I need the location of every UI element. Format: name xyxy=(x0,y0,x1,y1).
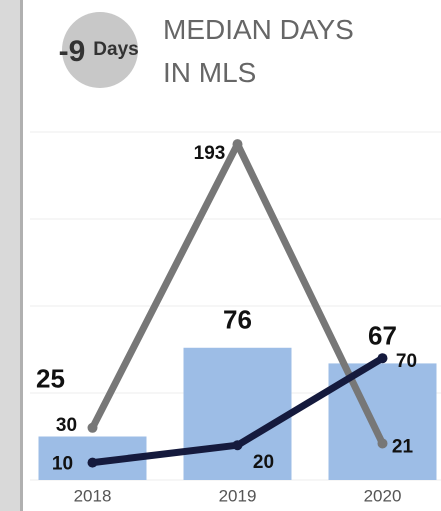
line-value-label: 10 xyxy=(52,454,73,475)
kpi-badge xyxy=(62,12,138,88)
chart-title: MEDIAN DAYS IN MLS xyxy=(163,14,354,88)
line-value-label: 21 xyxy=(392,436,414,457)
line-value-label: 20 xyxy=(253,452,274,473)
line-value-label: 193 xyxy=(194,143,226,164)
bar-value-label: 67 xyxy=(368,320,397,350)
side-shadow xyxy=(20,0,23,511)
line-value-label: 30 xyxy=(56,415,77,436)
bar-value-label: 25 xyxy=(36,363,65,393)
line-point xyxy=(87,422,98,433)
kpi-unit: Days xyxy=(93,39,138,60)
line-value-label: 70 xyxy=(396,351,417,372)
bar-value-label: 76 xyxy=(223,305,252,335)
kpi-value: -9 xyxy=(59,35,86,68)
line-point xyxy=(232,139,243,150)
line-point xyxy=(377,353,388,364)
x-tick-label: 2019 xyxy=(219,486,257,505)
x-tick-label: 2018 xyxy=(74,486,112,505)
side-border xyxy=(0,0,20,511)
line-point xyxy=(87,457,98,468)
line-point xyxy=(377,438,388,449)
x-tick-label: 2020 xyxy=(364,486,402,505)
line-point xyxy=(232,440,243,451)
bar xyxy=(183,347,292,480)
